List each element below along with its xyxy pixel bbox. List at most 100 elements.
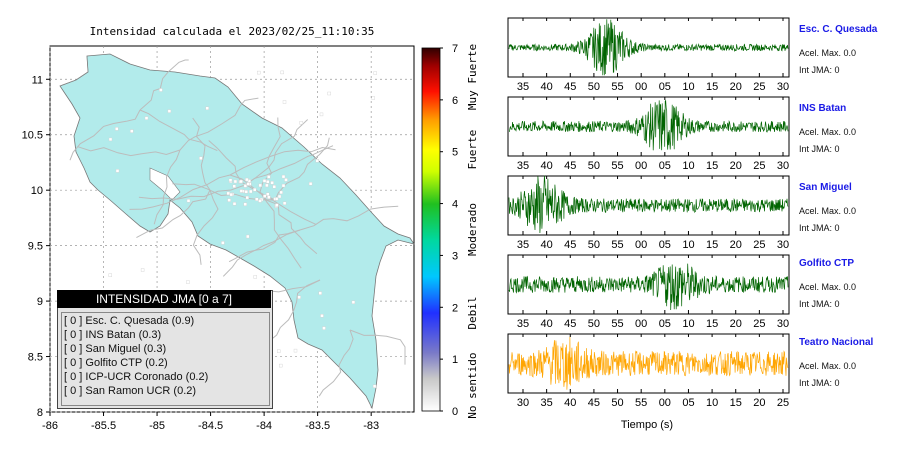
station-marker bbox=[297, 295, 301, 299]
legend-row: [ 0 ] ICP-UCR Coronado (0.2) bbox=[64, 371, 209, 383]
x-tick-label: -83.5 bbox=[305, 420, 330, 432]
x-tick-label: -83 bbox=[363, 420, 379, 432]
road-line bbox=[136, 189, 211, 239]
station-marker bbox=[245, 195, 249, 200]
trace-tick-label: 45 bbox=[564, 160, 576, 172]
gulf-of-nicoya bbox=[149, 167, 181, 201]
road-line bbox=[266, 279, 321, 344]
station-marker bbox=[371, 96, 375, 100]
road-line bbox=[259, 191, 318, 255]
legend-row: [ 0 ] San Miguel (0.3) bbox=[64, 343, 167, 355]
station-marker bbox=[239, 189, 244, 193]
legend-row: [ 0 ] San Ramon UCR (0.2) bbox=[64, 385, 197, 397]
colorbar-tick-label: 5 bbox=[452, 147, 458, 159]
border-line bbox=[59, 55, 89, 87]
accel-max: Acel. Max. 0.0 bbox=[799, 206, 857, 216]
station-marker bbox=[267, 195, 271, 200]
int-jma: Int JMA: 0 bbox=[799, 65, 840, 75]
trace-tick-label: 15 bbox=[706, 81, 718, 93]
station-marker bbox=[159, 88, 163, 92]
station-marker bbox=[199, 156, 203, 160]
x-tick-label: -85.5 bbox=[91, 420, 116, 432]
colorbar-category-label: No sentido bbox=[466, 352, 479, 418]
station-marker bbox=[226, 191, 231, 196]
station-marker bbox=[257, 70, 261, 75]
trace-tick-label: 55 bbox=[635, 397, 647, 409]
colorbar-tick-label: 6 bbox=[452, 95, 458, 107]
trace-tick-label: 25 bbox=[753, 318, 765, 330]
trace-frame bbox=[507, 17, 790, 78]
trace-tick-label: 45 bbox=[564, 81, 576, 93]
colorbar: 7 6 5 4 3 2 1 0 Muy Fuerte Fuerte Moderado Debil No … bbox=[421, 43, 479, 419]
station-marker bbox=[258, 199, 262, 203]
road-line bbox=[244, 119, 309, 186]
station-marker bbox=[144, 116, 149, 120]
road-line bbox=[192, 189, 219, 265]
station-marker bbox=[351, 300, 356, 304]
station-marker bbox=[248, 189, 253, 194]
station-marker bbox=[277, 349, 281, 353]
trace-tick-label: 35 bbox=[517, 239, 529, 251]
y-tick-label: 10.5 bbox=[22, 130, 43, 142]
station-marker bbox=[205, 106, 209, 111]
trace-tick-label: 50 bbox=[588, 239, 600, 251]
road-line bbox=[299, 205, 399, 231]
station-marker bbox=[281, 174, 286, 179]
y-tick-label: 9.5 bbox=[28, 241, 43, 253]
legend-row: [ 0 ] Esc. C. Quesada (0.9) bbox=[64, 315, 195, 327]
road-line bbox=[349, 329, 406, 365]
station-marker bbox=[319, 112, 324, 117]
road-line bbox=[153, 149, 181, 225]
station-name: Golfito CTP bbox=[799, 258, 854, 269]
station-marker bbox=[186, 198, 191, 203]
station-marker bbox=[277, 194, 282, 199]
colorbar-tick-label: 4 bbox=[452, 199, 458, 211]
trace-tick-label: 05 bbox=[682, 397, 694, 409]
trace-tick-label: 35 bbox=[541, 397, 553, 409]
colorbar-tick-label: 0 bbox=[452, 406, 458, 418]
trace-tick-label: 25 bbox=[753, 239, 765, 251]
station-marker bbox=[258, 183, 262, 188]
trace-tick-label: 05 bbox=[659, 81, 671, 93]
trace-tick-label: 30 bbox=[777, 239, 789, 251]
trace-tick-label: 55 bbox=[611, 239, 623, 251]
int-jma: Int JMA: 0 bbox=[799, 144, 840, 154]
road-line bbox=[192, 117, 211, 191]
trace-tick-label: 25 bbox=[777, 397, 789, 409]
trace-tick-label: 20 bbox=[730, 160, 742, 172]
colorbar-category-label: Muy Fuerte bbox=[466, 44, 479, 110]
trace-tick-label: 00 bbox=[635, 160, 647, 172]
station-marker bbox=[130, 129, 134, 133]
legend-title: INTENSIDAD JMA [0 a 7] bbox=[57, 290, 271, 308]
accel-max: Acel. Max. 0.0 bbox=[799, 127, 857, 137]
accel-max: Acel. Max. 0.0 bbox=[799, 361, 857, 371]
trace-tick-label: 10 bbox=[682, 318, 694, 330]
accel-max: Acel. Max. 0.0 bbox=[799, 48, 857, 58]
int-jma: Int JMA: 0 bbox=[799, 378, 840, 388]
y-tick-label: 11 bbox=[32, 74, 43, 86]
station-marker bbox=[275, 203, 279, 207]
station-marker bbox=[228, 178, 233, 182]
accel-max: Acel. Max. 0.0 bbox=[799, 282, 857, 292]
colorbar-category-label: Fuerte bbox=[466, 130, 479, 170]
station-marker bbox=[265, 183, 269, 188]
station-marker bbox=[263, 194, 267, 198]
trace-tick-label: 20 bbox=[730, 239, 742, 251]
y-tick-label: 8 bbox=[37, 407, 43, 419]
station-marker bbox=[308, 182, 313, 186]
trace-tick-label: 40 bbox=[564, 397, 576, 409]
trace-tick-label: 55 bbox=[611, 318, 623, 330]
station-marker bbox=[299, 121, 303, 125]
station-marker bbox=[255, 197, 259, 202]
trace-tick-label: 55 bbox=[611, 81, 623, 93]
station-marker bbox=[227, 198, 231, 202]
road-line bbox=[222, 229, 301, 277]
station-marker bbox=[252, 187, 257, 192]
station-marker bbox=[280, 70, 284, 75]
station-marker bbox=[272, 184, 276, 189]
station-name: San Miguel bbox=[799, 182, 852, 193]
time-axis-label: Tiempo (s) bbox=[621, 419, 673, 431]
int-jma: Int JMA: 0 bbox=[799, 299, 840, 309]
trace-tick-label: 10 bbox=[682, 160, 694, 172]
station-marker bbox=[221, 241, 225, 245]
